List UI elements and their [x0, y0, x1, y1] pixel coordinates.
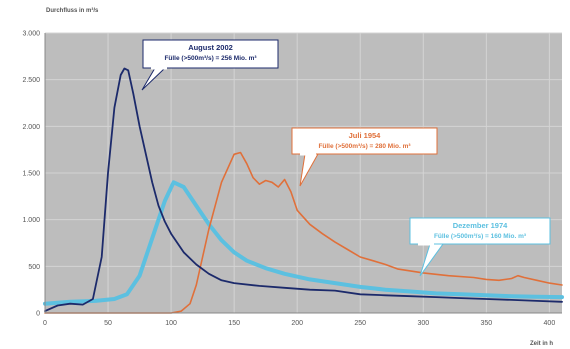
x-tick-label: 150: [228, 320, 240, 327]
series-line-august-2002: [44, 67, 563, 313]
y-tick-label: 1.500: [22, 171, 40, 178]
series-line-dezember-1974: [43, 180, 564, 306]
annotation-subtitle: Fülle (>500m³/s) = 256 Mio. m³: [164, 55, 257, 62]
y-tick-label: 3.000: [22, 31, 40, 38]
annotation-title: August 2002: [188, 43, 233, 52]
annotation-subtitle: Fülle (>500m³/s) = 160 Mio. m³: [434, 233, 527, 240]
x-tick-label: 50: [104, 320, 112, 327]
x-axis-title: Zeit in h: [530, 341, 553, 347]
series-line-juli-1954: [44, 151, 563, 314]
y-tick-label: 1.000: [22, 217, 40, 224]
annotations: August 2002 Fülle (>500m³/s) = 256 Mio. m…: [141, 39, 551, 277]
annotation-box: [142, 39, 279, 69]
y-tick-label: 2.000: [22, 124, 40, 131]
annotation-juli-1954: Juli 1954 Fülle (>500m³/s) = 280 Mio. m³: [291, 127, 438, 187]
annotation-dezember-1974: Dezember 1974 Fülle (>500m³/s) = 160 Mio.…: [409, 217, 551, 277]
axes: 0 500 1.000 1.500 2.000 2.500 3.000 0 50 100 150 20…: [22, 31, 562, 327]
x-tick-label: 400: [544, 320, 556, 327]
x-tick-label: 200: [291, 320, 303, 327]
x-tick-label: 250: [354, 320, 366, 327]
x-tick-label: 300: [417, 320, 429, 327]
annotation-box: [409, 217, 551, 245]
y-axis-title: Durchfluss in m³/s: [46, 7, 99, 14]
series-layer: [43, 67, 564, 314]
annotation-joint: [151, 66, 167, 70]
annotation-title: Dezember 1974: [453, 221, 508, 230]
y-tick-label: 2.500: [22, 77, 40, 84]
annotation-subtitle: Fülle (>500m³/s) = 280 Mio. m³: [318, 143, 411, 150]
y-tick-label: 500: [28, 264, 40, 271]
y-tick-label: 0: [36, 311, 40, 318]
x-tick-label: 0: [43, 320, 47, 327]
annotation-box: [291, 127, 438, 155]
x-tick-label: 350: [480, 320, 492, 327]
annotation-august-2002: August 2002 Fülle (>500m³/s) = 256 Mio. m…: [141, 39, 279, 91]
annotation-joint: [418, 242, 434, 246]
x-tick-label: 100: [165, 320, 177, 327]
annotation-joint: [300, 152, 316, 156]
annotation-title: Juli 1954: [349, 131, 382, 140]
